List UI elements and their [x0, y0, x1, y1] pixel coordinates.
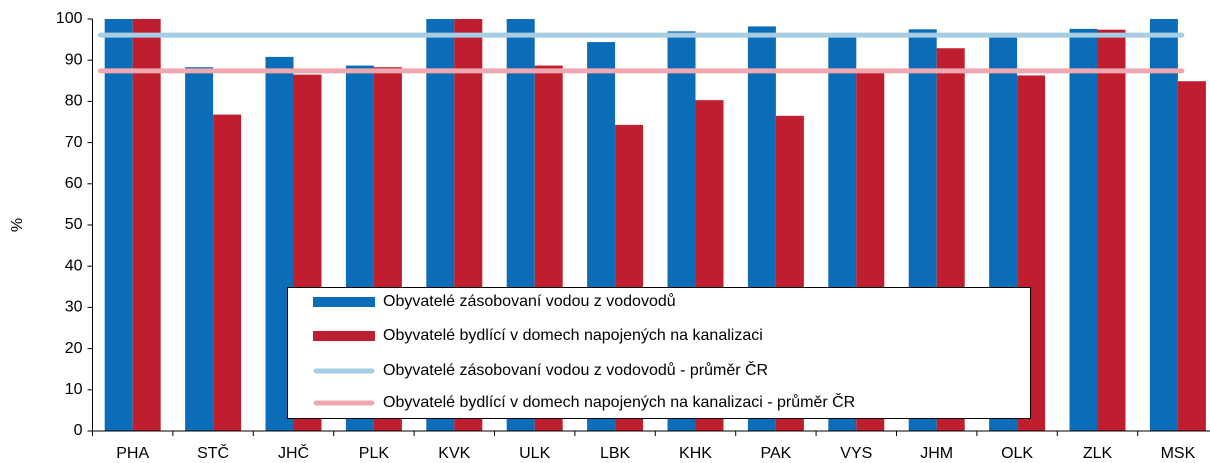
bar	[1177, 81, 1206, 431]
x-tick-label: PAK	[760, 445, 791, 462]
y-tick-label: 60	[65, 175, 83, 192]
legend-box	[287, 287, 1031, 419]
x-tick-label: MSK	[1161, 445, 1196, 462]
y-tick-label: 10	[65, 381, 83, 398]
x-tick-label: PLK	[359, 445, 390, 462]
y-tick-label: 50	[65, 216, 83, 233]
x-tick-label: ZLK	[1083, 445, 1113, 462]
x-tick-label: JHM	[920, 445, 953, 462]
bar	[132, 19, 161, 431]
x-tick-label: KVK	[438, 445, 470, 462]
legend-label: Obyvatelé bydlící v domech napojených na…	[383, 327, 763, 344]
legend-swatch	[313, 331, 375, 341]
bar	[1097, 29, 1126, 431]
y-tick-label: 40	[65, 257, 83, 274]
y-tick-label: 100	[56, 10, 83, 27]
x-tick-label: STČ	[197, 443, 229, 462]
x-tick-label: ULK	[519, 445, 550, 462]
y-tick-label: 70	[65, 134, 83, 151]
bar	[1149, 19, 1178, 431]
x-tick-label: KHK	[679, 445, 712, 462]
y-tick-label: 30	[65, 299, 83, 316]
x-tick-label: JHČ	[278, 443, 309, 462]
bar	[1069, 28, 1098, 431]
legend-swatch	[313, 297, 375, 307]
y-tick-label: 0	[74, 422, 83, 439]
legend: Obyvatelé zásobovaní vodou z vodovodů Oby…	[287, 287, 1031, 419]
bar	[104, 19, 133, 431]
x-tick-label: VYS	[840, 445, 872, 462]
legend-label: Obyvatelé zásobovaní vodou z vodovodů - …	[383, 360, 768, 379]
y-tick-label: 80	[65, 93, 83, 110]
bar	[185, 67, 214, 431]
y-axis-label: %	[9, 218, 26, 232]
x-tick-label: LBK	[600, 445, 631, 462]
y-tick-label: 20	[65, 340, 83, 357]
legend-label: Obyvatelé bydlící v domech napojených na…	[383, 392, 855, 411]
legend-label: Obyvatelé zásobovaní vodou z vodovodů	[383, 292, 676, 310]
x-tick-label: PHA	[116, 445, 149, 462]
x-tick-label: OLK	[1001, 445, 1033, 462]
y-tick-label: 90	[65, 51, 83, 68]
bar	[213, 114, 242, 432]
